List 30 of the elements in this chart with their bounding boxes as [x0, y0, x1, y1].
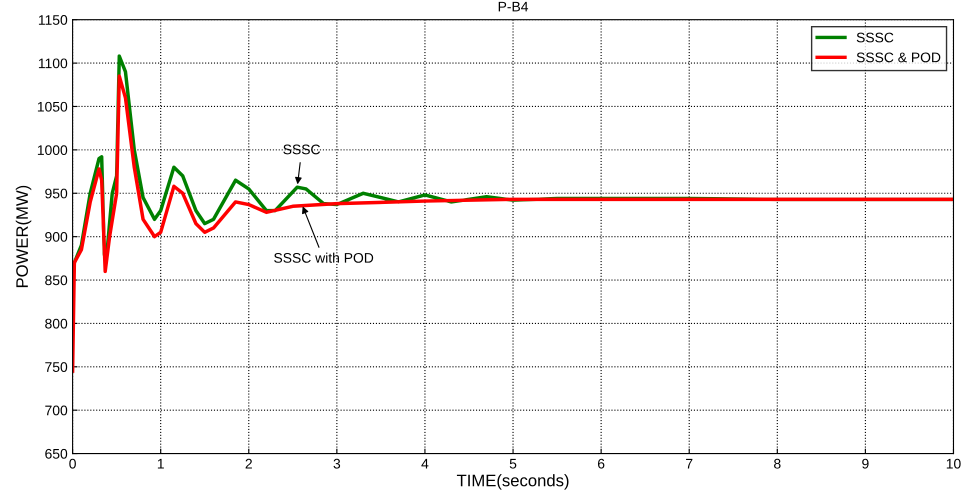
y-tick-label: 700 — [45, 406, 68, 416]
y-tick-label: 1100 — [38, 58, 68, 68]
x-tick-label: 4 — [421, 458, 428, 468]
annotation: SSSC — [283, 144, 320, 154]
y-tick-label: 1000 — [38, 145, 68, 156]
y-tick-label: 1050 — [38, 102, 68, 112]
legend-label: SSSC — [856, 32, 894, 42]
x-tick-label: 9 — [862, 458, 869, 469]
x-tick-label: 2 — [246, 458, 252, 468]
x-tick-label: 3 — [334, 458, 340, 469]
y-tick-label: 900 — [45, 232, 68, 242]
y-tick-label: 650 — [45, 448, 68, 459]
y-tick-label: 750 — [45, 362, 68, 372]
y-tick-label: 950 — [45, 188, 68, 198]
x-tick-label: 7 — [686, 458, 692, 468]
line-series — [72, 74, 954, 373]
legend-label: SSSC & POD — [856, 52, 940, 62]
y-tick-label: 800 — [45, 318, 68, 329]
y-tick-label: 850 — [45, 275, 68, 286]
x-tick-label: 5 — [510, 458, 516, 469]
x-tick-label: 0 — [69, 458, 76, 469]
annotation: SSSC with POD — [274, 252, 374, 263]
x-tick-label: 10 — [946, 458, 961, 469]
y-axis-title: POWER(MW) — [16, 186, 32, 288]
x-tick-label: 6 — [598, 458, 604, 469]
chart-title: P-B4 — [498, 2, 528, 12]
x-tick-label: 1 — [158, 458, 164, 468]
x-tick-label: 8 — [774, 458, 781, 469]
x-axis-title: TIME(seconds) — [456, 474, 569, 490]
y-tick-label: 1150 — [38, 15, 68, 25]
